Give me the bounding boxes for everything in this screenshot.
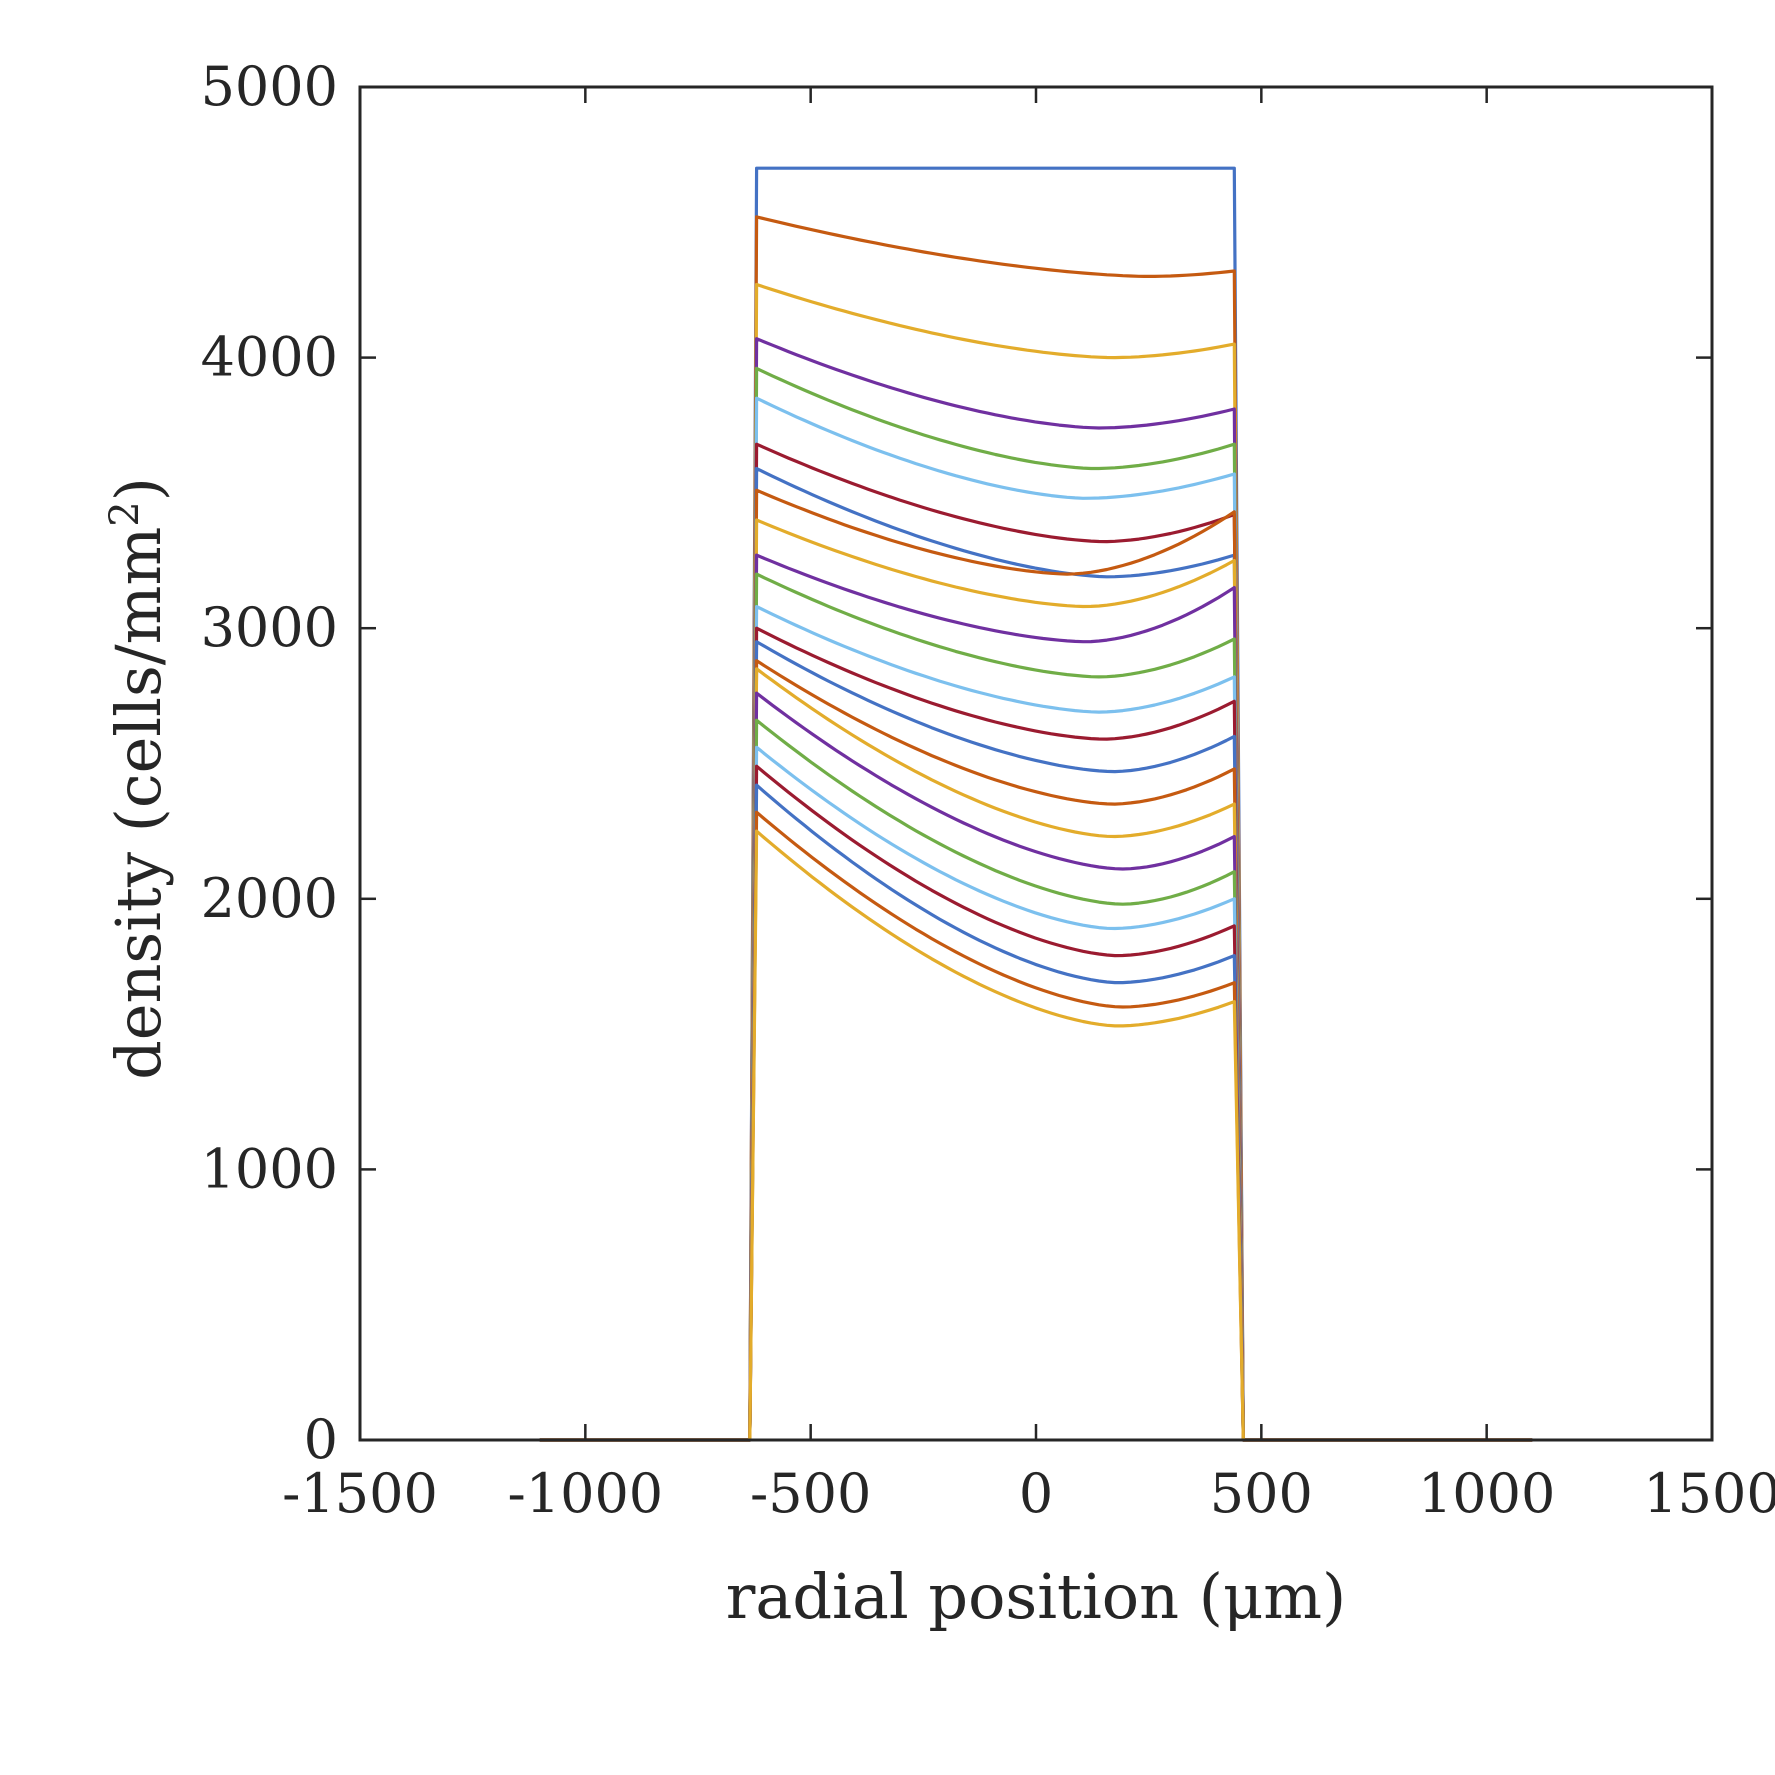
series-line-5 <box>538 366 1534 1442</box>
x-axis-label: radial position (μm) <box>726 1560 1346 1633</box>
series-line-7 <box>538 442 1534 1442</box>
series-line-17 <box>538 667 1534 1442</box>
y-tick-label: 5000 <box>201 55 338 118</box>
y-axis-label: density (cells/mm2) <box>102 477 175 1080</box>
x-tick-label: -500 <box>750 1462 871 1525</box>
series-line-12 <box>538 572 1534 1442</box>
series-line-22 <box>538 783 1534 1442</box>
series-line-19 <box>538 718 1534 1442</box>
axes-frame <box>358 85 1714 1442</box>
y-tick-label: 2000 <box>201 867 338 930</box>
series-line-20 <box>538 745 1534 1442</box>
tick-marks <box>358 85 1714 1442</box>
series-line-3 <box>538 282 1534 1442</box>
series-line-8 <box>538 466 1534 1442</box>
y-tick-label: 0 <box>304 1408 338 1471</box>
series-line-13 <box>538 605 1534 1442</box>
series-line-2 <box>538 215 1534 1442</box>
y-tick-label: 1000 <box>201 1137 338 1200</box>
y-axis-label-close: ) <box>102 477 175 501</box>
series-line-6 <box>538 396 1534 1442</box>
series-line-23 <box>538 810 1534 1442</box>
x-tick-label: 1500 <box>1643 1462 1775 1525</box>
series-line-14 <box>538 626 1534 1442</box>
series-line-1 <box>538 166 1534 1442</box>
y-tick-labels: 0 1000 2000 3000 4000 5000 <box>201 55 338 1471</box>
series-line-18 <box>538 691 1534 1442</box>
y-axis-label-superscript: 2 <box>102 501 148 526</box>
series-line-24 <box>538 829 1534 1442</box>
series-line-21 <box>538 764 1534 1442</box>
x-tick-label: 1000 <box>1418 1462 1555 1525</box>
x-tick-label: 500 <box>1210 1462 1313 1525</box>
plot-area <box>538 166 1534 1442</box>
series-line-9 <box>538 488 1534 1442</box>
x-tick-label: -1000 <box>507 1462 663 1525</box>
y-axis-label-main: density (cells/mm <box>102 527 175 1080</box>
x-tick-labels: -1500 -1000 -500 0 500 1000 1500 <box>282 1462 1775 1525</box>
y-tick-label: 4000 <box>201 326 338 389</box>
series-line-11 <box>538 553 1534 1442</box>
x-tick-label: 0 <box>1019 1462 1053 1525</box>
series-line-15 <box>538 640 1534 1442</box>
series-line-10 <box>538 518 1534 1442</box>
x-tick-label: -1500 <box>282 1462 438 1525</box>
y-tick-label: 3000 <box>201 596 338 659</box>
series-line-16 <box>538 659 1534 1442</box>
series-line-4 <box>538 337 1534 1442</box>
